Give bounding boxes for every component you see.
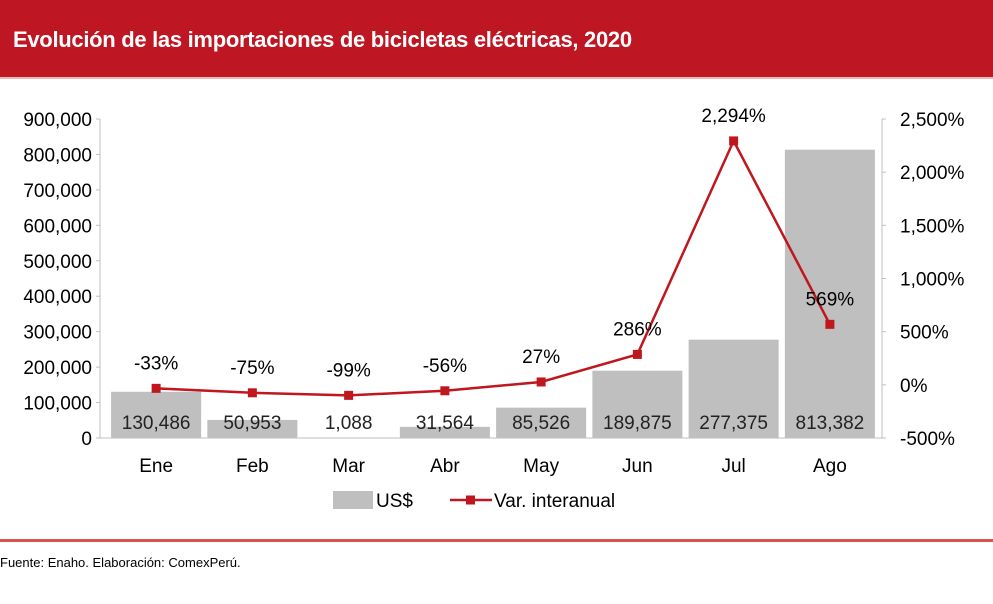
line-value-label: 2,294%: [701, 106, 766, 127]
x-tick-label: Abr: [430, 456, 460, 477]
bar-jun: [592, 370, 683, 438]
line-value-label: -75%: [230, 358, 274, 379]
left-tick-label: 800,000: [23, 145, 92, 166]
line-value-label: -56%: [423, 356, 467, 377]
bar-value-label: 813,382: [796, 413, 865, 434]
line-marker: [729, 136, 739, 146]
right-tick-label: 1,000%: [900, 270, 965, 291]
bar-value-label: 189,875: [603, 413, 672, 434]
legend-line-marker: [466, 495, 475, 505]
left-tick-label: 600,000: [23, 216, 92, 237]
legend-bar-label: US$: [376, 491, 413, 512]
x-tick-label: May: [523, 456, 559, 477]
bar-value-label: 277,375: [699, 413, 768, 434]
left-tick-label: 900,000: [23, 110, 92, 131]
left-tick-label: 100,000: [23, 394, 92, 415]
line-marker: [440, 386, 450, 396]
line-marker: [536, 377, 546, 387]
bar-ago: [784, 149, 875, 438]
left-tick-label: 200,000: [23, 358, 92, 379]
line-value-label: -99%: [326, 360, 370, 381]
bar-value-label: 50,953: [223, 413, 281, 434]
line-marker: [247, 388, 257, 398]
left-tick-label: 500,000: [23, 252, 92, 273]
left-tick-label: 0: [81, 429, 92, 450]
line-value-label: 569%: [806, 289, 855, 310]
right-tick-label: 2,000%: [900, 163, 965, 184]
bar-may: [496, 407, 587, 438]
x-tick-label: Ago: [813, 456, 847, 477]
legend-line-label: Var. interanual: [494, 491, 615, 512]
separator-line: [0, 539, 993, 542]
right-tick-label: -500%: [900, 429, 955, 450]
left-tick-label: 300,000: [23, 323, 92, 344]
title-bar: Evolución de las importaciones de bicicl…: [0, 0, 993, 79]
right-tick-label: 500%: [900, 323, 949, 344]
bar-value-label: 1,088: [325, 413, 373, 434]
x-tick-label: Jun: [622, 456, 653, 477]
right-tick-label: 1,500%: [900, 216, 965, 237]
x-tick-label: Mar: [332, 456, 365, 477]
x-tick-label: Ene: [139, 456, 173, 477]
line-value-label: 286%: [613, 319, 662, 340]
line-marker: [344, 390, 354, 400]
line-marker: [825, 319, 835, 329]
line-value-label: -33%: [134, 353, 178, 374]
bar-ene: [111, 391, 202, 438]
var-interanual-line: [156, 138, 831, 397]
line-marker: [632, 349, 642, 359]
right-tick-label: 2,500%: [900, 110, 965, 131]
line-marker: [151, 383, 161, 393]
legend-bar-swatch: [333, 491, 373, 509]
bar-value-label: 130,486: [122, 413, 191, 434]
bar-jul: [688, 339, 779, 438]
left-tick-label: 700,000: [23, 181, 92, 202]
bar-feb: [207, 419, 298, 438]
bar-value-label: 31,564: [416, 413, 475, 434]
x-tick-label: Jul: [721, 456, 745, 477]
bar-value-label: 85,526: [512, 413, 570, 434]
right-tick-label: 0%: [900, 376, 928, 397]
source-note: Fuente: Enaho. Elaboración: ComexPerú.: [0, 555, 241, 570]
x-tick-label: Feb: [236, 456, 269, 477]
bar-abr: [399, 426, 490, 438]
line-value-label: 27%: [522, 347, 560, 368]
left-tick-label: 400,000: [23, 287, 92, 308]
chart-title: Evolución de las importaciones de bicicl…: [13, 27, 632, 52]
chart: 0 100,000 200,000 300,000 400,000 500,000 600,…: [23, 106, 965, 512]
